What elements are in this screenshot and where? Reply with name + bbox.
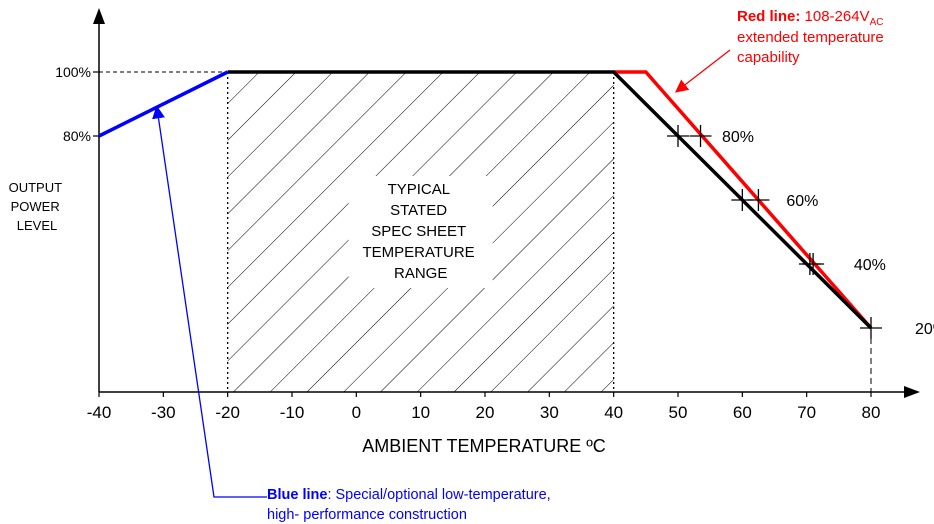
- derating-mark-label: 60%: [786, 193, 818, 210]
- red-line-annotation-bold: Red line:: [737, 8, 800, 25]
- derating-marks: 80% 60% 40% 20%: [667, 125, 934, 339]
- x-tick-label: 0: [352, 403, 361, 422]
- y-axis-arrow: [93, 8, 105, 24]
- spec-range-label-line-3: SPEC SHEET: [371, 223, 466, 240]
- series-blue-line: [99, 72, 228, 136]
- y-axis-label-line-3: LEVEL: [17, 218, 57, 233]
- x-tick-label: -40: [87, 403, 112, 422]
- blue-line-annotation-text: : Special/optional low-temperature,: [327, 487, 550, 503]
- x-tick-label: 30: [540, 403, 559, 422]
- x-tick-label: 80: [862, 403, 881, 422]
- red-line-annotation-subscript: AC: [870, 17, 884, 28]
- y-axis-label-line-1: OUTPUT: [9, 180, 63, 195]
- red-line-annotation-line-2: extended temperature: [737, 29, 884, 46]
- red-line-annotation-line-3: capability: [737, 49, 800, 66]
- blue-line-annotation-line-1: Blue line: Special/optional low-temperat…: [267, 487, 551, 503]
- blue-line-annotation-line-2: high- performance construction: [267, 507, 467, 523]
- y-axis-label-line-2: POWER: [11, 199, 60, 214]
- x-tick-label: 50: [669, 403, 688, 422]
- x-tick-label: 10: [411, 403, 430, 422]
- spec-range-label-line-5: RANGE: [394, 265, 447, 282]
- x-axis-ticks: -40 -30 -20 -10 0 10 20 30 40 50 60 70 80: [87, 392, 881, 422]
- x-tick-label: 20: [476, 403, 495, 422]
- y-tick-label: 100%: [55, 64, 91, 80]
- y-tick-label: 80%: [63, 128, 91, 144]
- x-tick-label: 40: [604, 403, 623, 422]
- red-line-annotation: Red line: 108-264VAC extended temperatur…: [677, 8, 884, 91]
- x-tick-label: -20: [215, 403, 240, 422]
- x-tick-label: 60: [733, 403, 752, 422]
- red-line-annotation-arrow: [677, 50, 730, 91]
- x-tick-label: 70: [797, 403, 816, 422]
- derating-mark-label: 80%: [722, 129, 754, 146]
- blue-line-annotation-bold: Blue line: [267, 487, 327, 503]
- x-axis-label: AMBIENT TEMPERATURE ºC: [362, 436, 606, 456]
- spec-range-region: TYPICAL STATED SPEC SHEET TEMPERATURE RA…: [228, 72, 614, 392]
- red-line-annotation-line-1: Red line: 108-264VAC: [737, 8, 883, 28]
- x-tick-label: -30: [151, 403, 176, 422]
- derating-mark-label: 20%: [915, 321, 934, 338]
- y-axis-ticks: 100% 80%: [55, 64, 99, 144]
- derating-mark-label: 40%: [854, 257, 886, 274]
- spec-range-label-line-4: TEMPERATURE: [362, 244, 474, 261]
- y-axis-label: OUTPUT POWER LEVEL: [9, 180, 66, 233]
- spec-range-label-line-1: TYPICAL: [388, 181, 450, 198]
- red-line-annotation-voltage: 108-264V: [800, 8, 869, 25]
- x-axis-arrow: [904, 386, 920, 398]
- spec-range-label-line-2: STATED: [390, 202, 447, 219]
- x-tick-label: -10: [280, 403, 305, 422]
